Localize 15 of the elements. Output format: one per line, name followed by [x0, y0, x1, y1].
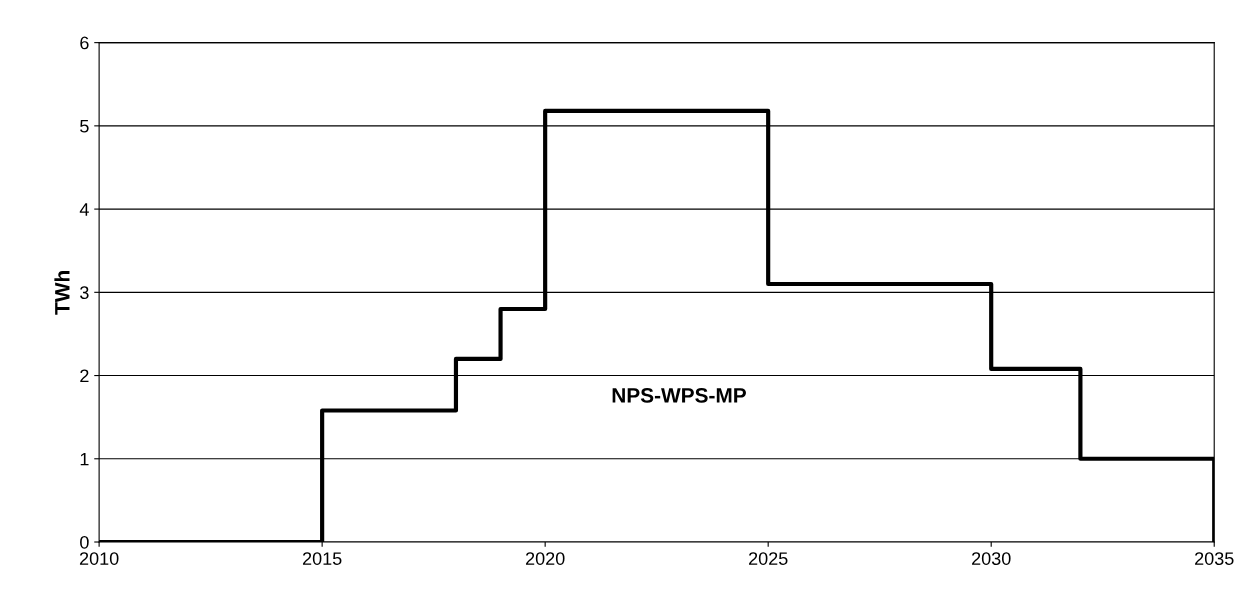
x-tick-label: 2020: [525, 552, 565, 565]
x-tick-label: 2030: [972, 552, 1011, 565]
y-axis-title: TWh: [54, 271, 70, 315]
x-tick-label: 2035: [1195, 552, 1234, 565]
x-tick-label: 2010: [79, 552, 119, 565]
y-tick-label: 2: [80, 369, 89, 383]
y-tick-label: 6: [80, 36, 89, 50]
y-tick-label: 0: [80, 535, 89, 549]
y-tick-label: 5: [80, 119, 89, 133]
x-tick-label: 2015: [302, 552, 342, 565]
x-tick-label: 2025: [749, 552, 788, 565]
y-tick-label: 1: [80, 452, 89, 466]
y-tick-label: 4: [79, 203, 89, 216]
y-tick-label: 3: [80, 286, 89, 300]
annotation: NPS-WPS-MP: [612, 388, 746, 403]
